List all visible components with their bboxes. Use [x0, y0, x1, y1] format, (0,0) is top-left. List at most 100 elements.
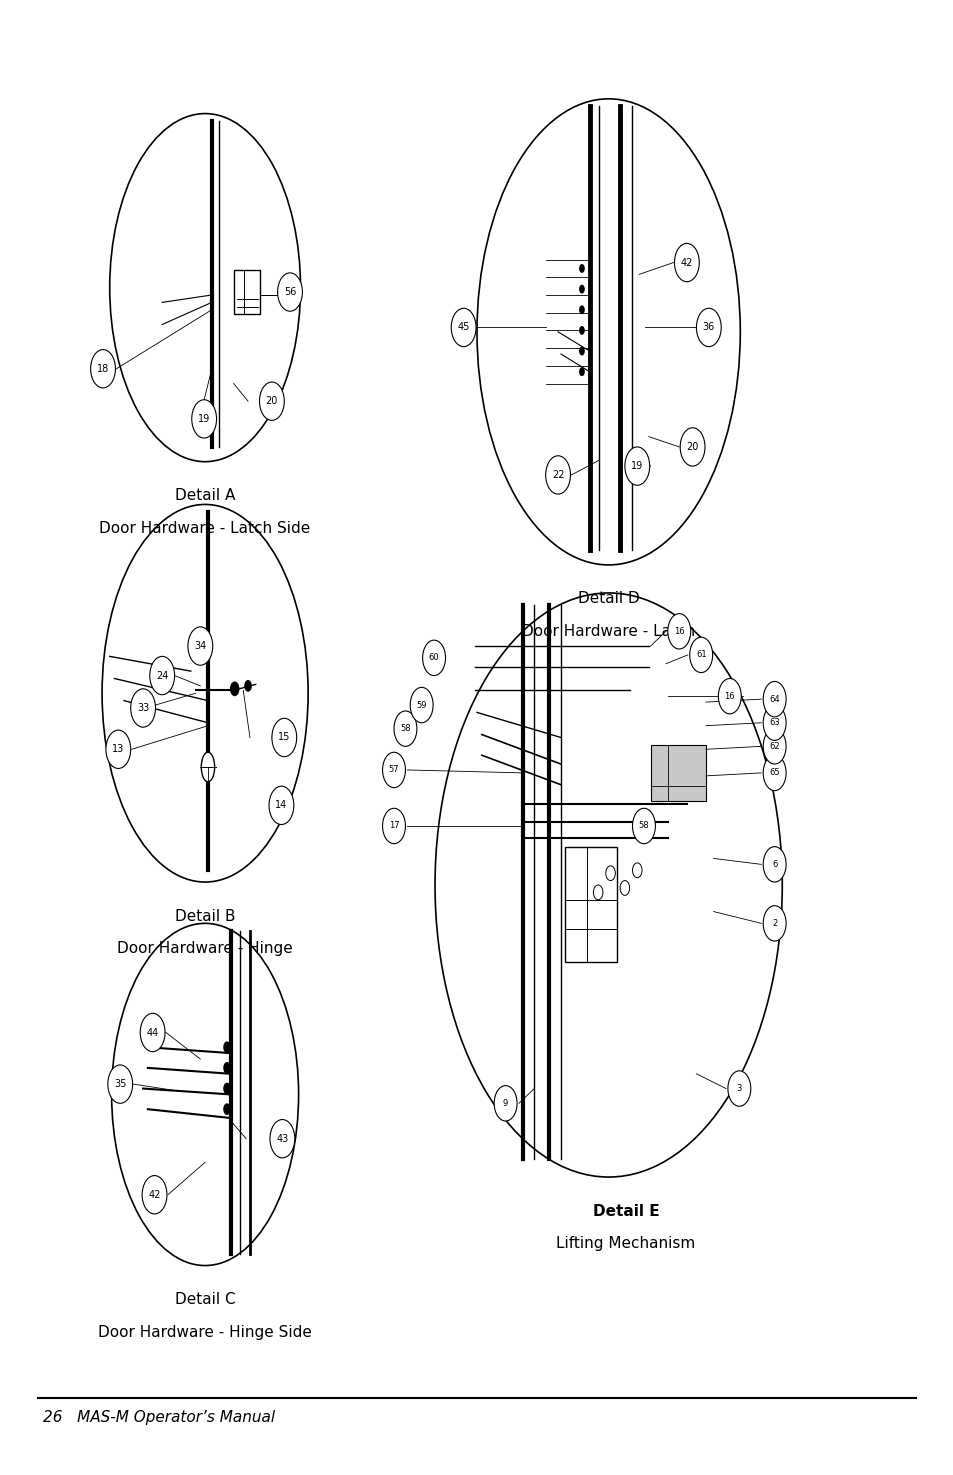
Circle shape: [277, 273, 302, 311]
Circle shape: [223, 1041, 231, 1053]
Circle shape: [494, 1086, 517, 1121]
Text: 20: 20: [266, 397, 277, 406]
Text: 64: 64: [768, 695, 780, 704]
Text: Door Hardware - Hinge Side: Door Hardware - Hinge Side: [98, 1325, 312, 1339]
Circle shape: [188, 627, 213, 665]
Circle shape: [259, 382, 284, 420]
Circle shape: [244, 680, 252, 692]
Circle shape: [605, 866, 615, 881]
Circle shape: [578, 264, 584, 273]
Text: 63: 63: [768, 718, 780, 727]
Circle shape: [632, 808, 655, 844]
Text: 2: 2: [771, 919, 777, 928]
Text: 34: 34: [194, 642, 206, 650]
Circle shape: [762, 906, 785, 941]
Circle shape: [223, 1103, 231, 1115]
Text: 42: 42: [680, 258, 692, 267]
Bar: [650, 745, 705, 801]
Text: 14: 14: [275, 801, 287, 810]
Text: Detail B: Detail B: [174, 909, 235, 923]
Text: Door Hardware - Hinge: Door Hardware - Hinge: [117, 941, 293, 956]
Circle shape: [593, 885, 602, 900]
Circle shape: [410, 687, 433, 723]
Text: 20: 20: [686, 442, 698, 451]
Text: 17: 17: [388, 822, 399, 830]
Text: 59: 59: [416, 701, 427, 709]
Text: 60: 60: [428, 653, 439, 662]
Text: 57: 57: [388, 766, 399, 774]
Text: 15: 15: [278, 733, 290, 742]
Circle shape: [578, 326, 584, 335]
Text: 35: 35: [114, 1080, 126, 1089]
Circle shape: [106, 730, 131, 768]
Circle shape: [230, 681, 239, 696]
Circle shape: [718, 678, 740, 714]
Text: 43: 43: [276, 1134, 288, 1143]
Text: 19: 19: [631, 462, 642, 471]
Text: 58: 58: [399, 724, 411, 733]
Circle shape: [727, 1071, 750, 1106]
Text: 16: 16: [673, 627, 684, 636]
Circle shape: [545, 456, 570, 494]
Circle shape: [674, 243, 699, 282]
Text: 18: 18: [97, 364, 109, 373]
Text: Detail C: Detail C: [174, 1292, 235, 1307]
Circle shape: [578, 367, 584, 376]
Text: 9: 9: [502, 1099, 508, 1108]
Bar: [564, 847, 617, 962]
Circle shape: [382, 808, 405, 844]
Circle shape: [762, 729, 785, 764]
Text: 22: 22: [551, 471, 564, 479]
Circle shape: [624, 447, 649, 485]
Circle shape: [632, 863, 641, 878]
Circle shape: [762, 755, 785, 791]
Circle shape: [578, 305, 584, 314]
Text: 65: 65: [768, 768, 780, 777]
Text: 33: 33: [137, 704, 149, 712]
Circle shape: [667, 614, 690, 649]
Text: 61: 61: [695, 650, 706, 659]
Circle shape: [696, 308, 720, 347]
Circle shape: [762, 681, 785, 717]
Circle shape: [131, 689, 155, 727]
Text: 45: 45: [457, 323, 469, 332]
Text: 58: 58: [638, 822, 649, 830]
Circle shape: [150, 656, 174, 695]
Circle shape: [451, 308, 476, 347]
Circle shape: [91, 350, 115, 388]
Text: 13: 13: [112, 745, 124, 754]
Text: 3: 3: [736, 1084, 741, 1093]
Text: 6: 6: [771, 860, 777, 869]
Text: 42: 42: [149, 1190, 160, 1199]
Circle shape: [223, 1062, 231, 1074]
Text: 44: 44: [147, 1028, 158, 1037]
Circle shape: [269, 786, 294, 825]
Circle shape: [382, 752, 405, 788]
Text: 56: 56: [284, 288, 295, 296]
Circle shape: [679, 428, 704, 466]
Text: Door Hardware - Latch: Door Hardware - Latch: [521, 624, 695, 639]
Text: 26   MAS-M Operator’s Manual: 26 MAS-M Operator’s Manual: [43, 1410, 274, 1425]
Text: 24: 24: [156, 671, 168, 680]
Circle shape: [394, 711, 416, 746]
Circle shape: [619, 881, 629, 895]
Text: Detail A: Detail A: [174, 488, 235, 503]
Text: 16: 16: [723, 692, 735, 701]
Text: 19: 19: [198, 414, 210, 423]
Text: 62: 62: [768, 742, 780, 751]
Circle shape: [272, 718, 296, 757]
Text: Detail D: Detail D: [578, 591, 639, 606]
Circle shape: [578, 285, 584, 294]
Circle shape: [223, 1083, 231, 1094]
Ellipse shape: [201, 752, 214, 782]
Text: Detail E: Detail E: [592, 1204, 659, 1218]
Circle shape: [762, 847, 785, 882]
Circle shape: [270, 1120, 294, 1158]
Text: Lifting Mechanism: Lifting Mechanism: [556, 1236, 695, 1251]
Circle shape: [108, 1065, 132, 1103]
Circle shape: [578, 347, 584, 355]
Circle shape: [762, 705, 785, 740]
Bar: [233, 270, 260, 314]
Circle shape: [140, 1013, 165, 1052]
Circle shape: [142, 1176, 167, 1214]
